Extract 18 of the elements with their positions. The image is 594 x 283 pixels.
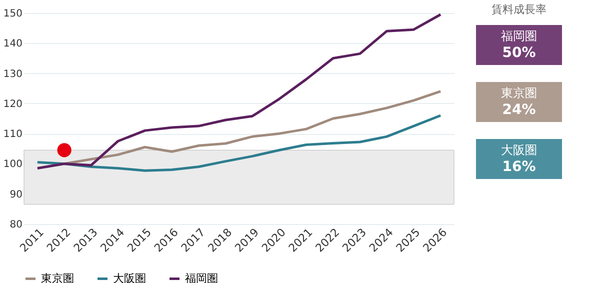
legend-label: 福岡圏	[185, 272, 218, 283]
text: 福岡圏 50%	[476, 28, 562, 62]
legend-label: 大阪圏	[113, 272, 146, 283]
y-tick-label: 150	[3, 8, 22, 20]
y-tick-label: 80	[10, 220, 22, 230]
y-tick-label: 100	[3, 159, 22, 170]
text: 大阪圏 16%	[476, 142, 562, 176]
text: 東京圏 24%	[476, 85, 562, 119]
legend-label: 東京圏	[41, 272, 74, 283]
line-series	[36, 13, 442, 170]
y-tick-label: 120	[3, 98, 22, 110]
y-tick-label: 90	[10, 189, 22, 200]
line-series	[63, 90, 442, 165]
text: 賃料成長率	[492, 2, 546, 17]
y-tick-label: 130	[3, 68, 22, 80]
y-tick-label: 110	[3, 129, 22, 140]
y-tick-label: 140	[3, 38, 22, 50]
line-series	[36, 114, 442, 172]
